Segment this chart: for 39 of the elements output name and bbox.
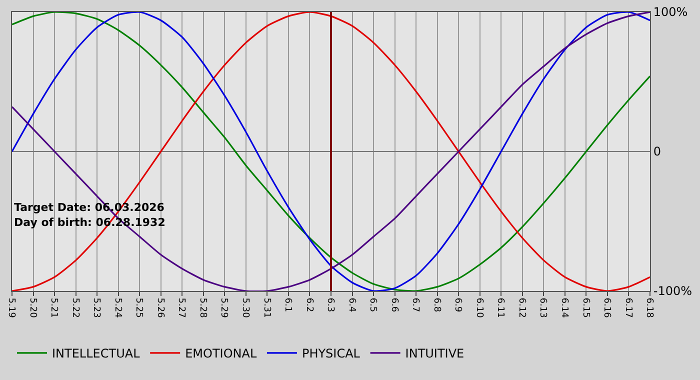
x-tick-label: 5.27	[176, 298, 186, 318]
x-tick-label: 5.31	[261, 298, 272, 318]
x-tick-label: 6.4	[346, 298, 356, 312]
x-tick-label: 6.16	[602, 298, 612, 318]
y-tick-label: 100%	[653, 5, 688, 20]
x-tick-label: 6.12	[516, 298, 526, 318]
x-tick-label: 6.7	[410, 298, 420, 312]
x-tick-label: 6.1	[282, 298, 293, 312]
line-series	[12, 12, 650, 291]
y-tick-label: -100%	[653, 284, 692, 298]
legend-label: INTUITIVE	[405, 346, 464, 361]
x-tick-label: 5.20	[27, 298, 38, 318]
x-tick-label: 6.11	[495, 298, 506, 318]
legend-label: INTELLECTUAL	[52, 346, 140, 361]
x-tick-label: 6.6	[388, 298, 399, 312]
x-tick-label: 5.22	[70, 298, 80, 318]
legend-label: EMOTIONAL	[185, 346, 257, 361]
x-tick-label: 5.28	[197, 298, 208, 318]
x-tick-label: 6.2	[304, 298, 314, 312]
x-tick-label: 5.25	[134, 298, 144, 318]
x-tick-label: 5.24	[112, 298, 122, 318]
x-tick-label: 6.15	[580, 298, 590, 318]
x-tick-label: 5.23	[91, 298, 102, 318]
x-tick-label: 6.13	[538, 298, 548, 318]
x-tick-label: 5.19	[6, 298, 16, 318]
x-tick-label: 6.3	[325, 298, 336, 312]
x-tick-label: 5.21	[48, 298, 59, 318]
x-tick-label: 6.9	[452, 298, 463, 312]
x-tick-label: 5.30	[240, 298, 250, 318]
x-tick-label: 6.8	[431, 298, 442, 312]
x-tick-label: 6.17	[622, 298, 633, 318]
x-tick-label: 6.18	[644, 298, 654, 318]
x-tick-label: 6.14	[559, 298, 570, 318]
x-tick-label: 6.10	[474, 298, 484, 318]
x-tick-label: 5.29	[218, 298, 229, 318]
x-tick-label: 5.26	[154, 298, 165, 318]
x-tick-label: 6.5	[368, 298, 378, 312]
y-tick-label: 0	[653, 144, 662, 159]
legend-label: PHYSICAL	[302, 346, 360, 361]
